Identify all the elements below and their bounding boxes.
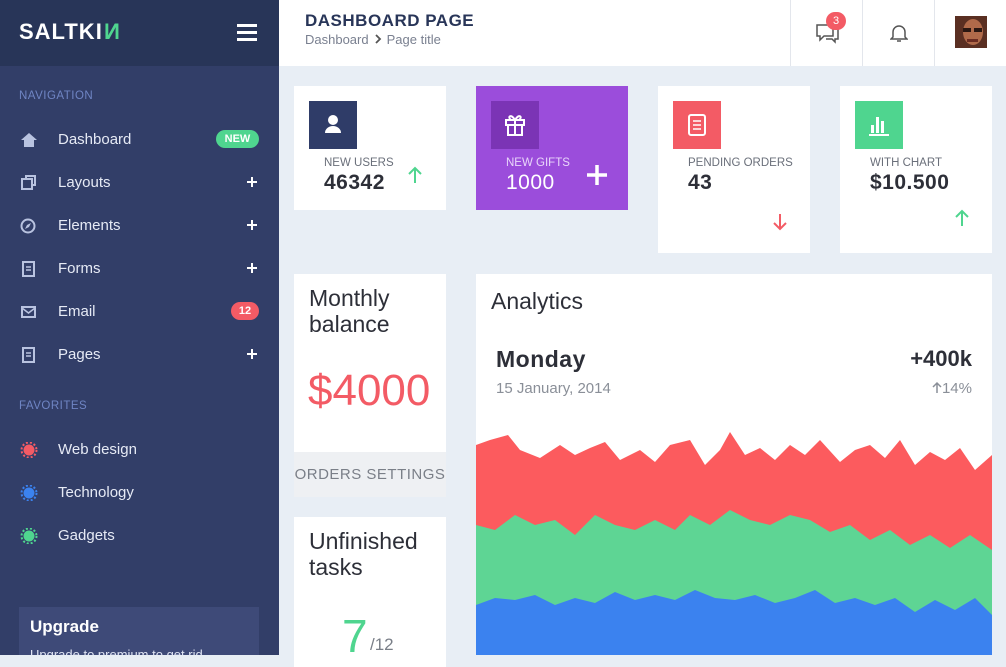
nav-label: Email <box>58 303 96 320</box>
area-layer <box>476 590 992 655</box>
trend-up <box>408 166 422 183</box>
logo[interactable]: SALTKIN <box>19 19 120 45</box>
nav-item[interactable]: Gadgets <box>0 516 279 556</box>
change-text: 14% <box>941 380 972 397</box>
stat-card: PENDING ORDERS 43 <box>658 86 810 253</box>
nav-label: Web design <box>58 441 137 458</box>
change-arrow <box>932 381 942 393</box>
nav-item[interactable]: Technology <box>0 473 279 513</box>
nav-item[interactable]: Email 12 <box>0 292 279 332</box>
messages-badge: 3 <box>826 12 846 30</box>
analytics-date: 15 January, 2014 <box>496 380 611 397</box>
tasks-total: /12 <box>370 635 394 654</box>
nav-label: Dashboard <box>58 131 132 148</box>
logo-accent: N <box>102 19 120 44</box>
breadcrumb: Dashboard Page title <box>305 32 441 47</box>
stat-card: NEW GIFTS 1000 <box>476 86 628 210</box>
upgrade-box: Upgrade Upgrade to premium to get rid <box>19 607 259 655</box>
expand-icon <box>247 349 257 359</box>
sidebar: SALTKIN NAVIGATION Dashboard NEW Layouts … <box>0 0 279 655</box>
notifications-button[interactable] <box>890 23 908 43</box>
add-button[interactable] <box>587 165 607 185</box>
icon <box>21 133 37 147</box>
balance-title: Monthly balance <box>309 285 390 337</box>
stat-icon <box>673 101 721 149</box>
nav-label: Forms <box>58 260 101 277</box>
header: DASHBOARD PAGE Dashboard Page title 3 <box>279 0 1006 66</box>
expand-icon <box>247 177 257 187</box>
divider <box>934 0 935 66</box>
icon <box>20 442 38 458</box>
icon <box>20 528 38 544</box>
page-title: DASHBOARD PAGE <box>305 11 475 30</box>
analytics-day: Monday <box>496 346 586 372</box>
stat-label: WITH CHART <box>870 157 942 169</box>
nav-label: Pages <box>58 346 101 363</box>
nav-item[interactable]: Web design <box>0 430 279 470</box>
upgrade-text: Upgrade to premium to get rid <box>30 647 203 655</box>
analytics-card: Analytics Monday 15 January, 2014 +400k … <box>476 274 992 655</box>
trend-down <box>773 214 787 231</box>
divider <box>790 0 791 66</box>
stat-label: PENDING ORDERS <box>688 157 793 169</box>
section-title: FAVORITES <box>19 400 88 412</box>
nav-label: Technology <box>58 484 134 501</box>
analytics-value: +400k <box>910 346 972 371</box>
icon <box>22 261 35 277</box>
upgrade-title: Upgrade <box>30 617 99 636</box>
badge: 12 <box>231 302 259 320</box>
stat-icon <box>855 101 903 149</box>
stat-icon <box>491 101 539 149</box>
tasks-card: Unfinished tasks 7 /12 <box>294 517 446 667</box>
expand-icon <box>247 263 257 273</box>
avatar[interactable] <box>955 16 987 48</box>
crumb: Page title <box>386 32 441 47</box>
nav-label: Layouts <box>58 174 111 191</box>
stat-label: NEW GIFTS <box>506 157 570 169</box>
menu-toggle[interactable] <box>237 24 257 42</box>
nav-label: Elements <box>58 217 121 234</box>
orders-settings-button[interactable]: ORDERS SETTINGS <box>294 452 446 497</box>
logo-bar: SALTKIN <box>0 0 279 66</box>
stat-value: 43 <box>688 171 713 194</box>
stat-value: 1000 <box>506 171 555 194</box>
balance-card: Monthly balance $4000 ORDERS SETTINGS <box>294 274 446 497</box>
section-title: NAVIGATION <box>19 90 94 102</box>
nav-item[interactable]: Elements <box>0 206 279 246</box>
nav-label: Gadgets <box>58 527 115 544</box>
trend-up <box>955 209 969 226</box>
stat-value: $10.500 <box>870 171 950 194</box>
nav-item[interactable]: Dashboard NEW <box>0 120 279 160</box>
crumb[interactable]: Dashboard <box>305 32 369 47</box>
stat-card: NEW USERS 46342 <box>294 86 446 210</box>
nav-item[interactable]: Pages <box>0 335 279 375</box>
icon <box>21 306 36 318</box>
badge: NEW <box>216 130 259 148</box>
icon <box>20 485 38 501</box>
stat-label: NEW USERS <box>324 157 394 169</box>
logo-text: SALTKI <box>19 19 103 44</box>
crumb-separator <box>374 34 381 44</box>
nav-item[interactable]: Forms <box>0 249 279 289</box>
analytics-change: 14% <box>932 380 972 397</box>
balance-amount: $4000 <box>308 366 431 415</box>
icon <box>21 175 36 190</box>
stat-icon <box>309 101 357 149</box>
icon <box>22 347 35 363</box>
stat-value: 46342 <box>324 171 385 194</box>
expand-icon <box>247 220 257 230</box>
icon <box>20 218 36 234</box>
analytics-area-chart <box>476 432 992 655</box>
stat-card: WITH CHART $10.500 <box>840 86 992 253</box>
divider <box>862 0 863 66</box>
tasks-title: Unfinished tasks <box>309 528 418 580</box>
nav-item[interactable]: Layouts <box>0 163 279 203</box>
analytics-title: Analytics <box>491 288 584 314</box>
tasks-done: 7 <box>342 610 368 662</box>
